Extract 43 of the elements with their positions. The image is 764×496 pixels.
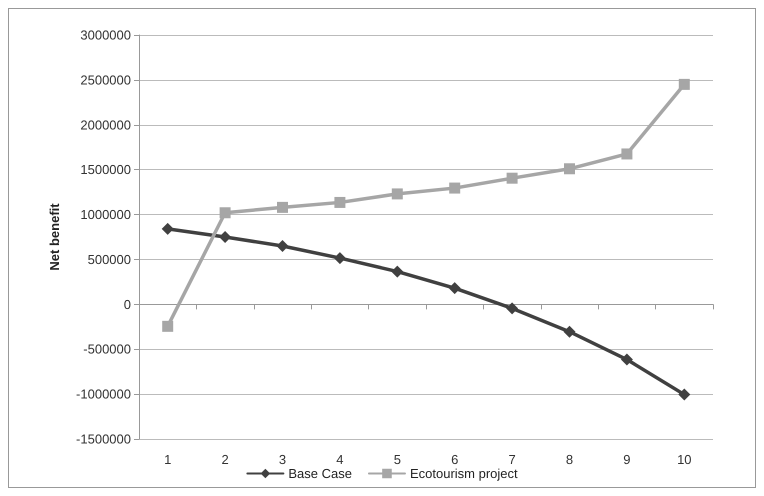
y-tick-label: 0 — [124, 296, 131, 312]
x-tick-label: 10 — [677, 452, 692, 467]
point — [392, 188, 403, 200]
legend-label: Ecotourism project — [410, 466, 518, 481]
point — [506, 172, 518, 184]
y-tick-label: 500000 — [88, 252, 131, 267]
y-tick-label: 2000000 — [80, 117, 131, 132]
point — [334, 196, 346, 208]
point — [391, 266, 404, 278]
point — [162, 222, 174, 235]
y-tick-label: 1500000 — [80, 162, 131, 178]
point — [276, 240, 288, 252]
point — [334, 252, 346, 264]
point — [220, 207, 231, 218]
y-tick-label: -1500000 — [76, 432, 131, 446]
point — [678, 388, 690, 401]
point — [678, 78, 690, 90]
point — [449, 182, 460, 194]
point — [277, 202, 288, 213]
y-tick-label: -1000000 — [76, 386, 131, 402]
y-tick-label: 1000000 — [80, 207, 131, 222]
point — [219, 231, 232, 243]
x-tick-label: 8 — [566, 452, 574, 467]
x-tick-label: 5 — [394, 452, 401, 467]
point — [448, 282, 461, 294]
x-tick-label: 3 — [278, 452, 286, 467]
x-tick-label: 7 — [508, 452, 516, 467]
y-tick-label: 2500000 — [80, 72, 131, 88]
point — [506, 302, 518, 314]
legend-label: Base Case — [288, 466, 352, 481]
point — [564, 163, 575, 174]
point — [621, 148, 632, 160]
point — [162, 320, 174, 332]
x-tick-label: 2 — [221, 452, 229, 467]
y-tick-label: -500000 — [83, 342, 131, 357]
x-tick-label: 6 — [451, 452, 458, 467]
point — [620, 354, 633, 366]
x-tick-label: 4 — [336, 452, 344, 467]
point — [564, 326, 576, 338]
y-axis-title: Net benefit — [47, 202, 62, 271]
x-tick-label: 1 — [164, 452, 172, 467]
x-tick-label: 9 — [623, 452, 631, 467]
y-tick-label: 3000000 — [80, 28, 131, 42]
